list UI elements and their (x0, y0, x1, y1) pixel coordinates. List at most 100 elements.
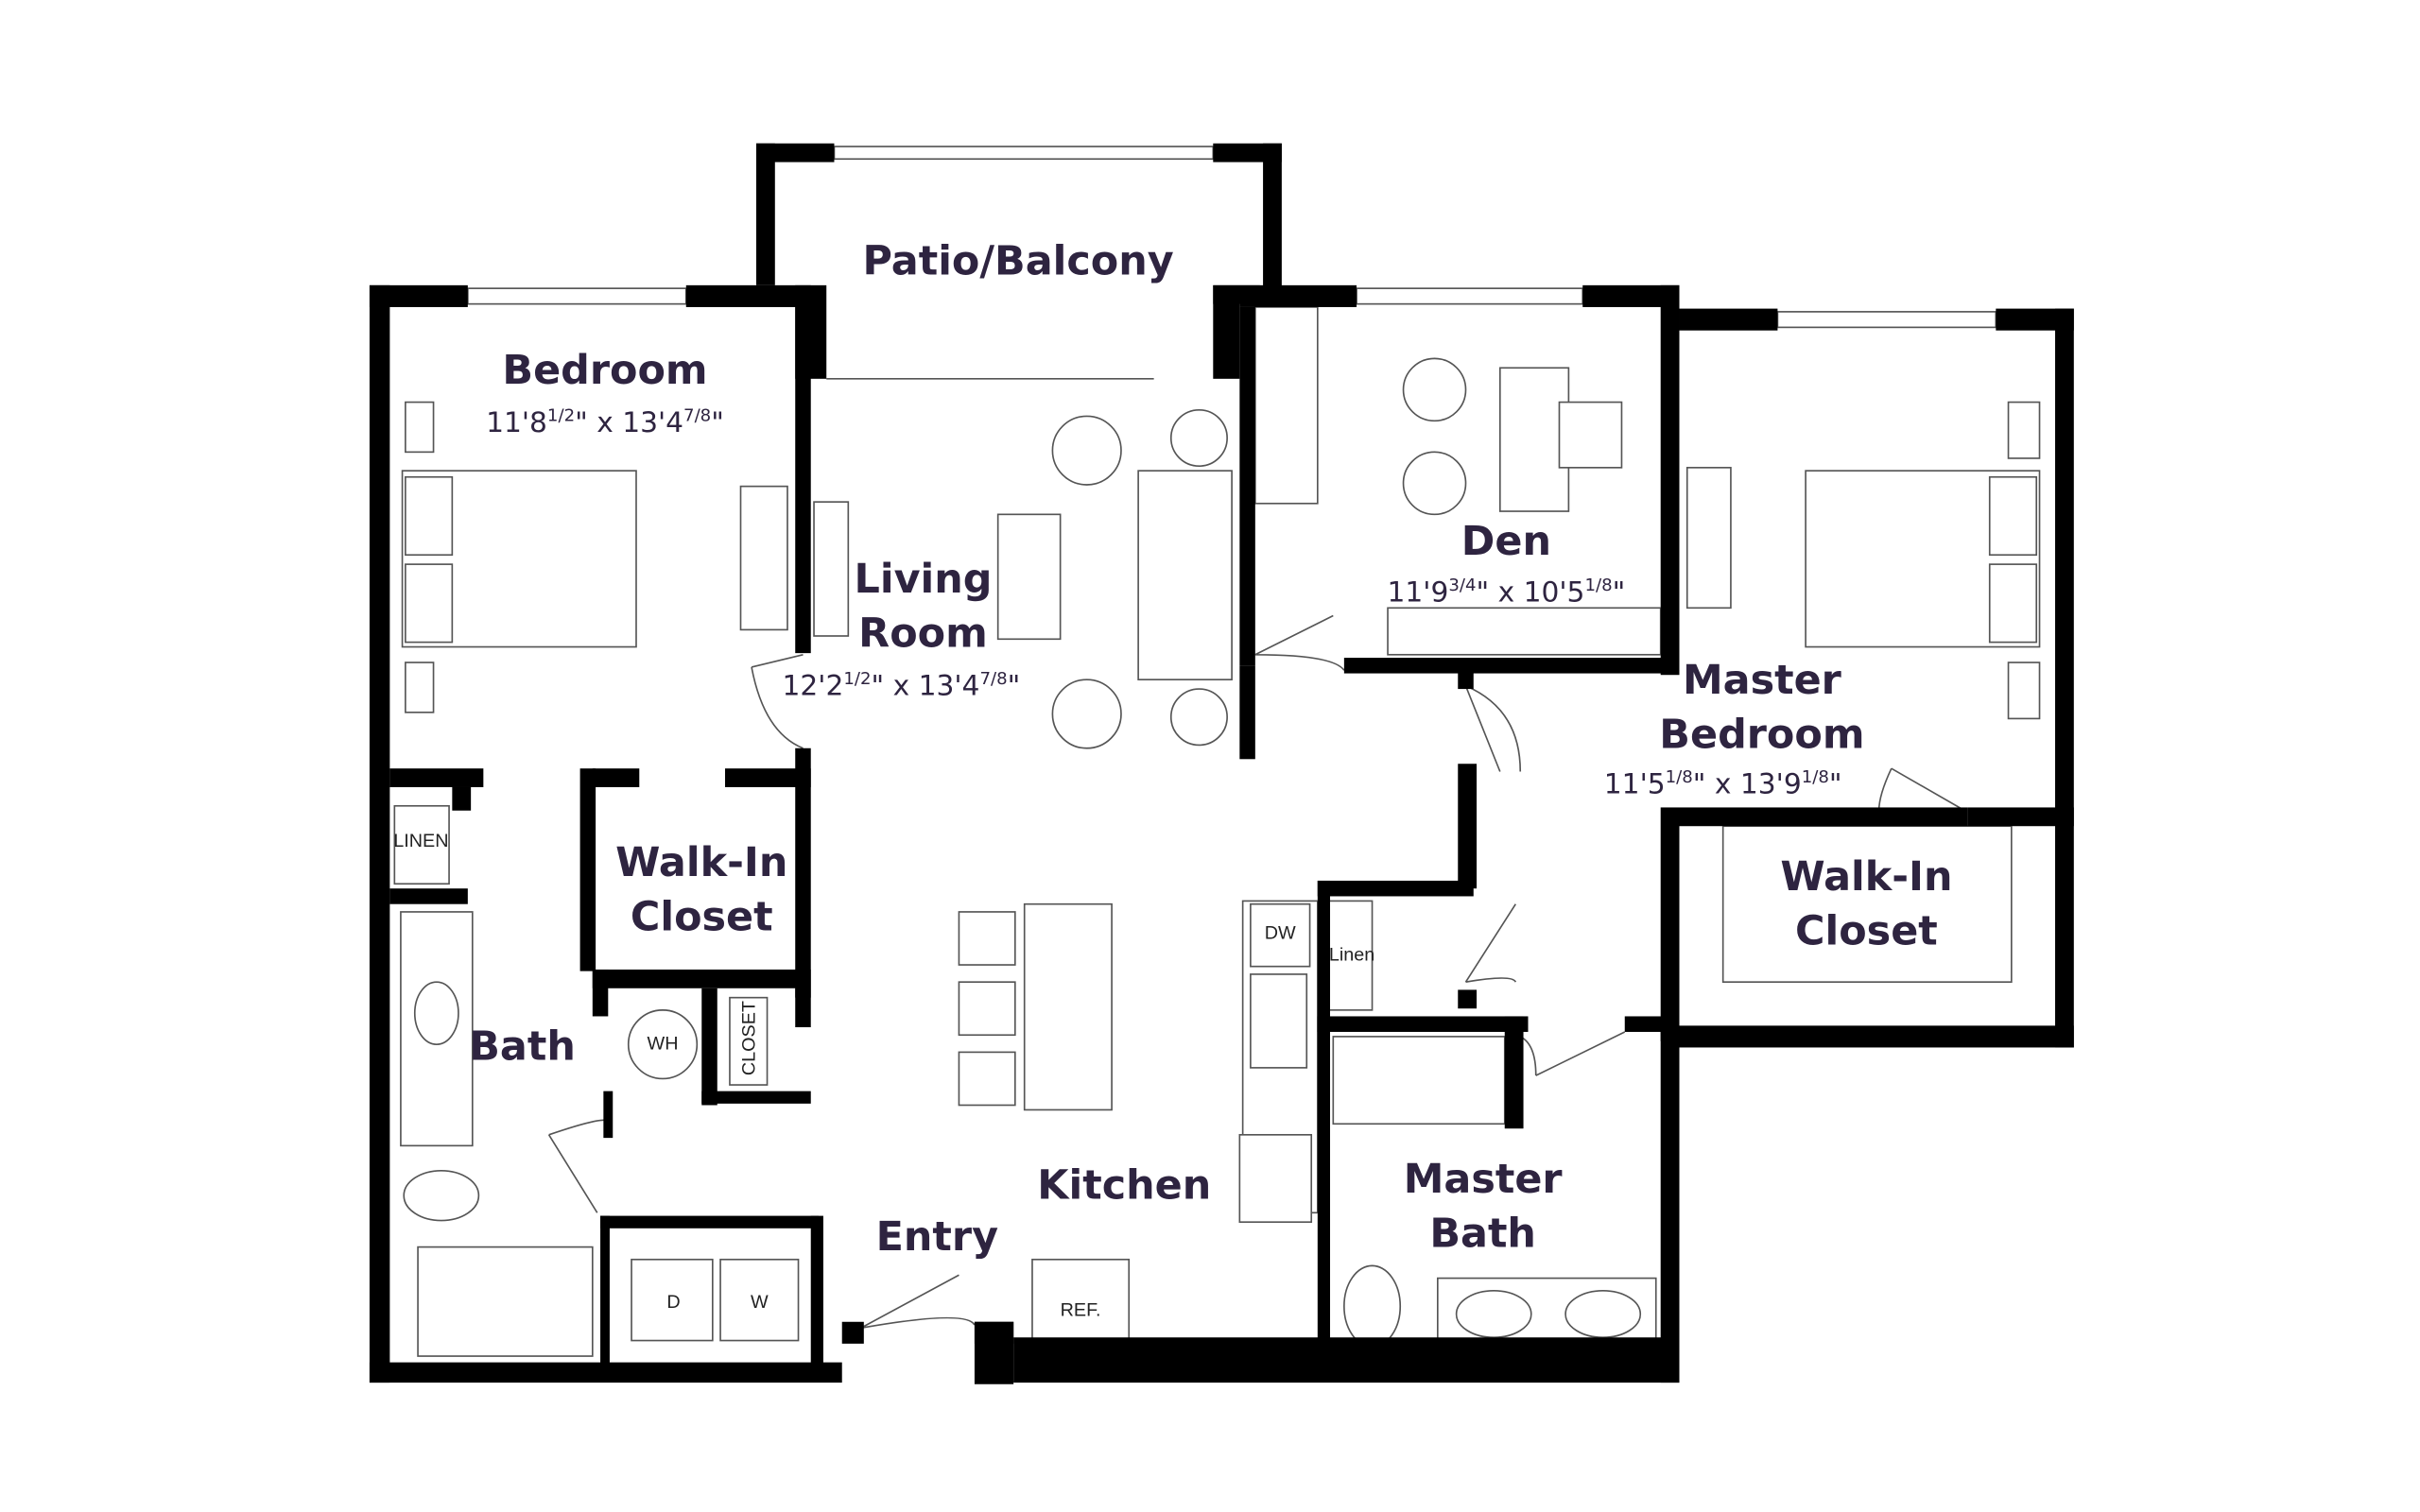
walls (369, 143, 2074, 1384)
wall (592, 969, 811, 988)
linen-closet (1324, 900, 1374, 1011)
stool (958, 1051, 1016, 1107)
wall (756, 143, 835, 163)
closet-shelf (1721, 825, 2013, 983)
wall (795, 988, 811, 1028)
room-label: Bedroom (1659, 712, 1864, 759)
wall (974, 1321, 1014, 1384)
wall (603, 1091, 614, 1139)
dimension-fraction: 1/8 (1666, 767, 1693, 787)
door-swing (860, 1274, 976, 1330)
door-swing (1464, 685, 1522, 772)
wall (1679, 807, 1968, 827)
room-label: Room (858, 610, 988, 658)
wall (795, 306, 811, 654)
toilet (1343, 1264, 1402, 1348)
dimension-part: 11'5 (1604, 768, 1666, 801)
fixture-label: REF. (1061, 1299, 1101, 1320)
wall (1679, 308, 1778, 331)
dishwasher (1250, 902, 1311, 968)
room-label: Walk-In (1780, 853, 1952, 901)
counter (1387, 607, 1662, 656)
stool (958, 981, 1016, 1037)
sink (1250, 973, 1308, 1069)
range (1238, 1134, 1313, 1224)
pillow (1988, 475, 2038, 557)
wall (369, 284, 390, 1383)
wall (1660, 1025, 1680, 1383)
chair (1051, 415, 1122, 486)
nightstand (2007, 401, 2041, 459)
washer (719, 1258, 800, 1342)
room-label: Master (1404, 1156, 1564, 1203)
wall (1967, 807, 2074, 827)
dimension-part: " (1008, 670, 1021, 703)
wall (1504, 1016, 1524, 1129)
pillow (1988, 563, 2038, 644)
room-label: Den (1461, 518, 1551, 565)
shower (1332, 1036, 1506, 1125)
room-label: Walk-In (615, 839, 787, 886)
wall (1343, 658, 1680, 674)
dimension-part: " x 13'4 (575, 406, 683, 439)
room-dimensions: 11'81/2" x 13'47/8" (486, 405, 724, 439)
dresser (1685, 467, 1732, 610)
window (1356, 287, 1584, 305)
wall (685, 284, 811, 307)
wall (701, 1091, 811, 1104)
fixture-label: Linen (1329, 944, 1374, 965)
door-swing (1464, 903, 1517, 983)
fixture-label: D (666, 1292, 680, 1313)
dimension-fraction: 7/8 (979, 669, 1007, 689)
wall (600, 1215, 819, 1228)
wall (369, 1362, 842, 1383)
water-heater (627, 1009, 699, 1080)
wall (389, 888, 468, 904)
room-label: Bath (469, 1023, 576, 1071)
nightstand (2007, 662, 2041, 720)
pillow (405, 475, 454, 557)
dimension-part: 11'9 (1388, 576, 1449, 610)
wall (592, 969, 609, 1017)
dimension-part: " (1829, 768, 1842, 801)
door-swing (1254, 614, 1345, 671)
dimension-part: 12'2 (783, 670, 844, 703)
wall (1582, 284, 1680, 307)
wall (1458, 764, 1478, 889)
fixture-label: DW (1265, 922, 1296, 943)
room-label: Bedroom (502, 347, 707, 394)
room-label: Closet (1795, 908, 1938, 955)
wall (579, 768, 596, 971)
dimension-fraction: 1/8 (1584, 576, 1612, 595)
room-label: Entry (876, 1213, 998, 1261)
wall (1660, 807, 1680, 1041)
wall (1263, 143, 1282, 307)
shelf (1254, 306, 1319, 505)
wall (600, 1215, 610, 1365)
dimension-part: " (1613, 576, 1626, 610)
vanity (400, 911, 474, 1147)
tub (417, 1246, 594, 1357)
chair (1402, 357, 1467, 422)
window (467, 287, 687, 305)
room-dimensions: 11'51/8" x 13'91/8" (1604, 767, 1842, 801)
room-label: Closet (631, 894, 773, 941)
dimension-fraction: 1/8 (1802, 767, 1829, 787)
window (833, 146, 1215, 161)
furniture (393, 146, 2041, 1357)
sofa (1137, 470, 1233, 680)
wall (1317, 880, 1474, 897)
room-label: Bath (1429, 1211, 1536, 1258)
wall (810, 1215, 823, 1365)
closet (729, 996, 769, 1086)
wall (1679, 1025, 2074, 1048)
wall (1013, 1337, 1680, 1383)
dresser (739, 485, 788, 631)
fixture-label: WH (648, 1033, 679, 1054)
chair (1051, 679, 1122, 749)
side-table (1169, 688, 1228, 747)
wall (1458, 989, 1478, 1009)
dimension-part: " x 13'4 (872, 670, 980, 703)
